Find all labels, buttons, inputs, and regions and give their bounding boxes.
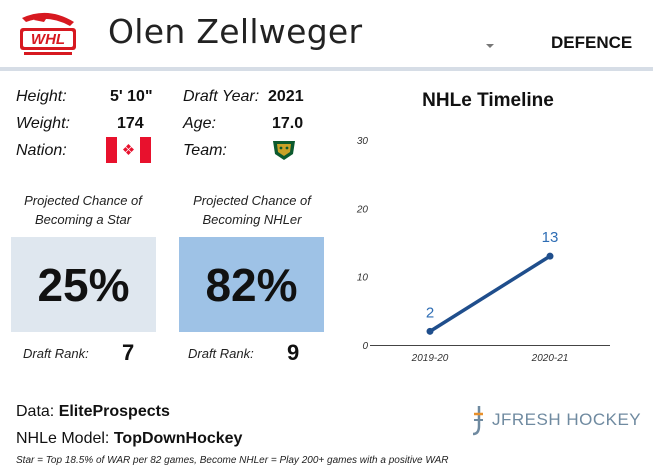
star-chance-box: 25% — [11, 237, 156, 332]
y-tick-label: 10 — [357, 273, 369, 284]
x-tick-label: 2019-20 — [411, 353, 449, 364]
nhler-chance-box: 82% — [179, 237, 324, 332]
weight-label: Weight: — [16, 115, 70, 132]
jfresh-hockey-logo: JFRESH HOCKEY — [470, 404, 641, 436]
star-chance-caption: Projected Chance of Becoming a Star — [24, 193, 142, 227]
player-name: Olen Zellweger — [108, 12, 363, 51]
hockey-stick-icon — [472, 406, 483, 436]
height-label: Height: — [16, 88, 67, 105]
team-label: Team: — [183, 142, 227, 159]
star-chance-value: 25% — [37, 258, 130, 311]
player-position: DEFENCE — [551, 33, 633, 52]
y-tick-label: 20 — [356, 204, 369, 215]
nhle-data-point — [426, 327, 434, 335]
star-draft-rank-value: 7 — [122, 340, 135, 365]
whl-logo: WHL — [20, 12, 76, 55]
y-tick-label: 0 — [362, 341, 368, 352]
model-source-line: NHLe Model: TopDownHockey — [16, 430, 242, 448]
player-select-dropdown-icon[interactable] — [486, 44, 494, 48]
age-label: Age: — [183, 115, 216, 132]
data-source-name: EliteProspects — [58, 403, 170, 420]
weight-value: 174 — [117, 115, 144, 132]
height-value: 5' 10" — [110, 88, 153, 105]
team-logo-icon — [273, 141, 295, 160]
header-divider — [0, 67, 653, 71]
star-draft-rank-label: Draft Rank: — [23, 346, 89, 361]
model-source-prefix: NHLe Model: — [16, 430, 114, 447]
whl-logo-text: WHL — [31, 31, 65, 48]
nhle-data-label: 2 — [426, 304, 434, 321]
data-source-line: Data: EliteProspects — [16, 403, 170, 421]
data-source-prefix: Data: — [16, 403, 59, 420]
nhle-timeline-chart: 0 10 20 30 2019-20 2020-21 2 13 — [356, 136, 610, 364]
nhle-series-line — [429, 254, 551, 333]
canada-flag-icon: ❖ — [106, 137, 151, 163]
y-tick-label: 30 — [357, 136, 369, 147]
nhler-chance-value: 82% — [205, 258, 298, 311]
age-value: 17.0 — [272, 115, 304, 132]
nhler-draft-rank-label: Draft Rank: — [188, 346, 254, 361]
nhle-data-label: 13 — [542, 229, 559, 246]
nation-label: Nation: — [16, 142, 67, 159]
nhler-draft-rank-value: 9 — [287, 340, 300, 365]
draft-year-value: 2021 — [268, 88, 304, 105]
nhle-data-point — [546, 252, 554, 260]
nhler-chance-caption: Projected Chance of Becoming NHLer — [193, 193, 311, 227]
model-source-name: TopDownHockey — [113, 430, 243, 447]
x-tick-label: 2020-21 — [531, 353, 569, 364]
footnote: Star = Top 18.5% of WAR per 82 games, Be… — [16, 455, 449, 466]
draft-year-label: Draft Year: — [183, 88, 260, 105]
brand-name: JFRESH HOCKEY — [492, 410, 642, 429]
chart-title: NHLe Timeline — [422, 90, 554, 111]
